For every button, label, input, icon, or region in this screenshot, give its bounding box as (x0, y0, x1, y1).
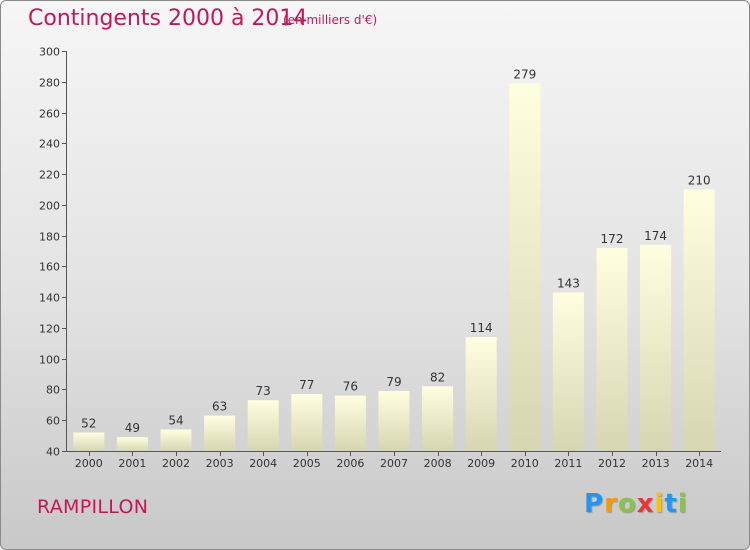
bar-value-label: 77 (299, 378, 314, 392)
y-tick-label: 160 (39, 261, 60, 274)
bar-value-label: 49 (125, 421, 140, 435)
x-tick-label: 2005 (293, 457, 321, 470)
bar-value-label: 73 (256, 384, 271, 398)
y-tick-label: 280 (39, 77, 60, 90)
x-tick-label: 2013 (642, 457, 670, 470)
bar-value-label: 143 (557, 277, 580, 291)
y-tick-label: 180 (39, 231, 60, 244)
logo-letter: x (636, 489, 655, 519)
x-tick-label: 2002 (162, 457, 190, 470)
y-tick-label: 60 (46, 415, 60, 428)
proxiti-logo: Proxiti (584, 489, 688, 519)
logo-letter: i (654, 489, 665, 519)
logo-letter: o (617, 489, 637, 519)
bar-value-label: 174 (644, 229, 667, 243)
y-tick-label: 40 (46, 446, 60, 459)
bar (334, 395, 366, 451)
y-tick-label: 100 (39, 354, 60, 367)
x-tick-label: 2014 (685, 457, 713, 470)
y-tick-label: 260 (39, 108, 60, 121)
x-tick-label: 2012 (598, 457, 626, 470)
place-name: RAMPILLON (37, 496, 149, 518)
bar-value-label: 63 (212, 400, 227, 414)
bar-value-label: 79 (386, 375, 401, 389)
logo-letter: i (677, 489, 688, 519)
logo-letter: P (584, 489, 605, 519)
y-tick-label: 120 (39, 323, 60, 336)
logo-letter: r (604, 489, 618, 519)
y-tick-label: 200 (39, 200, 60, 213)
bar (640, 244, 672, 451)
x-tick-label: 2007 (380, 457, 408, 470)
x-tick-label: 2004 (249, 457, 277, 470)
bar (160, 429, 192, 451)
bar (552, 292, 584, 451)
bar-value-label: 82 (430, 370, 445, 384)
bar-value-label: 52 (81, 417, 96, 431)
bar-value-label: 76 (343, 380, 358, 394)
bar (683, 189, 715, 451)
bar-value-label: 279 (513, 67, 536, 81)
y-tick-label: 80 (46, 384, 60, 397)
logo-letter: t (664, 489, 678, 519)
x-tick-label: 2008 (424, 457, 452, 470)
x-tick-label: 2011 (554, 457, 582, 470)
bar-value-label: 54 (168, 413, 183, 427)
bar-value-label: 114 (470, 321, 493, 335)
bar-value-label: 210 (688, 173, 711, 187)
bar (596, 247, 628, 451)
bar (73, 432, 105, 451)
y-tick-label: 220 (39, 169, 60, 182)
chart-subtitle: (en milliers d'€) (283, 13, 378, 27)
bar (116, 437, 148, 451)
bar (291, 394, 323, 451)
x-tick-label: 2010 (511, 457, 539, 470)
y-tick-label: 140 (39, 292, 60, 305)
chart-title: Contingents 2000 à 2014 (28, 6, 308, 31)
x-tick-label: 2006 (336, 457, 364, 470)
bar (247, 400, 279, 451)
x-tick-label: 2000 (75, 457, 103, 470)
bar (465, 337, 497, 451)
x-tick-label: 2001 (118, 457, 146, 470)
y-tick-label: 300 (39, 46, 60, 59)
x-tick-label: 2009 (467, 457, 495, 470)
bar-value-label: 172 (601, 232, 624, 246)
bar (509, 83, 541, 452)
bar (422, 386, 454, 451)
x-tick-label: 2003 (206, 457, 234, 470)
bar (378, 391, 410, 451)
bar (204, 415, 236, 451)
y-tick-label: 240 (39, 138, 60, 151)
